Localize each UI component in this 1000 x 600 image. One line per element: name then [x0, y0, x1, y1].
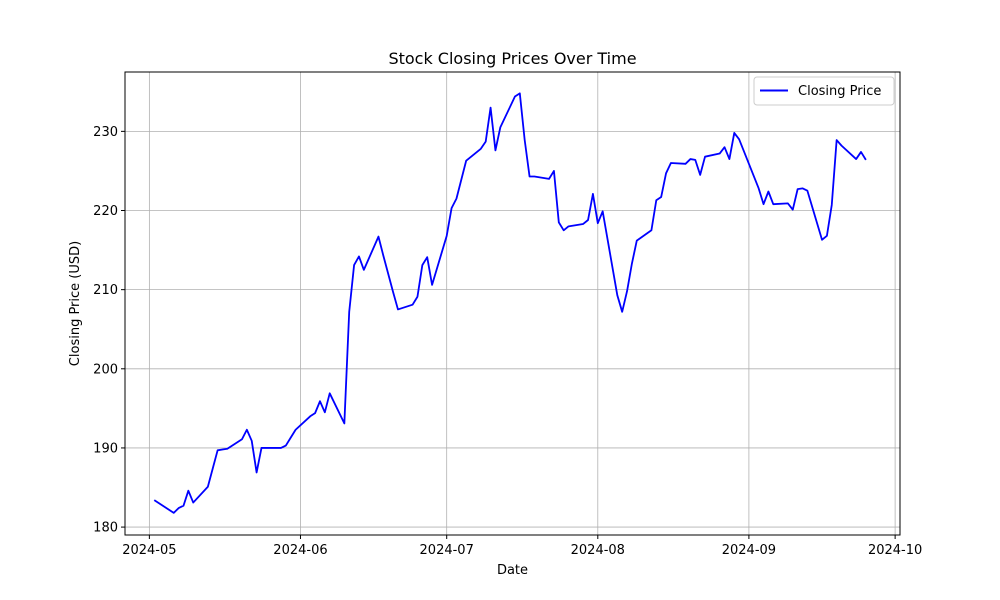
y-tick-label: 180 [93, 521, 118, 536]
plot-frame [124, 71, 901, 536]
y-tick-label: 210 [93, 283, 118, 298]
chart-title: Stock Closing Prices Over Time [388, 49, 636, 68]
x-tick-label: 2024-09 [722, 543, 776, 558]
series-layer [153, 92, 867, 514]
y-tick-label: 200 [93, 362, 118, 377]
x-tick-label: 2024-06 [273, 543, 327, 558]
grid [125, 72, 900, 535]
x-axis-label: Date [497, 563, 528, 578]
x-tick-label: 2024-05 [122, 543, 176, 558]
y-tick-label: 230 [93, 125, 118, 140]
legend: Closing Price [753, 76, 895, 106]
legend-label: Closing Price [798, 84, 881, 99]
y-tick-label: 220 [93, 204, 118, 219]
y-tick-label: 190 [93, 441, 118, 456]
x-tick-label: 2024-07 [420, 543, 474, 558]
y-axis-label: Closing Price (USD) [68, 241, 83, 366]
series-line-closing-price [153, 92, 867, 514]
y-axis-ticks: 180 190 200 210 220 230 [93, 125, 125, 536]
x-axis-ticks: 2024-05 2024-06 2024-07 2024-08 2024-09 2024-… [122, 535, 922, 558]
x-tick-label: 2024-10 [868, 543, 922, 558]
x-tick-label: 2024-08 [571, 543, 625, 558]
legend-box [753, 76, 895, 106]
